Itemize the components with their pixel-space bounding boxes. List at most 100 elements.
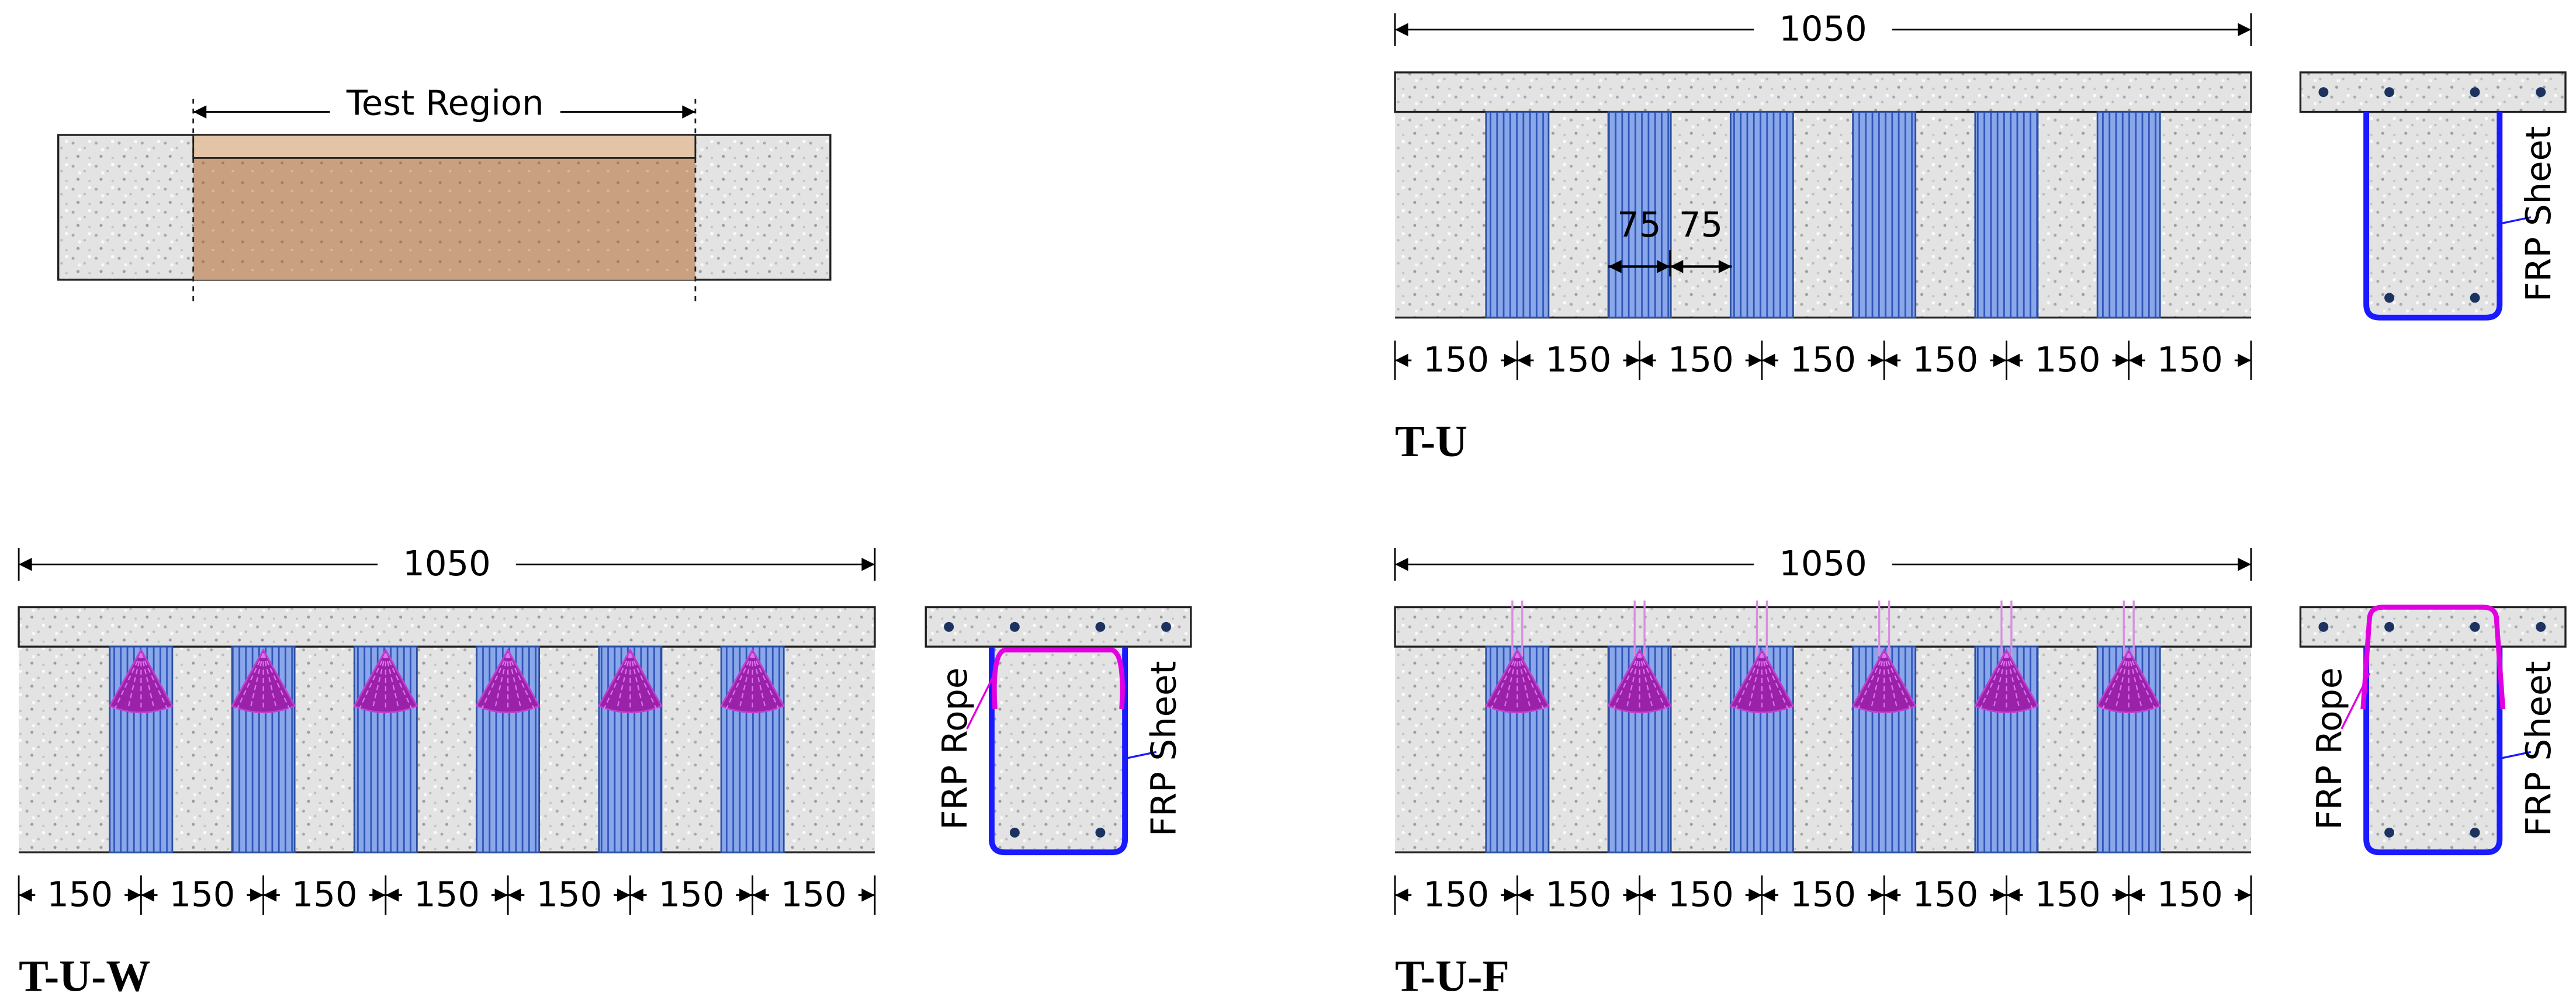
label-bg <box>2145 342 2235 379</box>
frp-strip <box>2096 111 2161 319</box>
section-flange <box>925 606 1192 648</box>
anchor-fan-fiber <box>1503 653 1518 710</box>
spacing-label: 150 <box>536 874 602 914</box>
label-bg <box>1533 877 1623 914</box>
section-label: FRP Sheet <box>1144 661 1184 836</box>
anchor-fan-fiber <box>1992 653 2007 710</box>
anchor-fan-fiber <box>507 652 535 710</box>
section-label: FRP Sheet <box>2518 126 2558 302</box>
label-leader <box>2499 216 2532 225</box>
section-web <box>991 647 1126 849</box>
label-bg <box>1656 877 1746 914</box>
spacing-label: 150 <box>1912 339 1978 380</box>
anchor-fan-fiber <box>385 653 400 710</box>
anchor-fan-fiber <box>494 653 509 710</box>
anchor-fiber <box>2000 600 2013 657</box>
anchor-fan-fiber <box>752 653 767 710</box>
label-bg <box>1754 8 1892 51</box>
section-web <box>2366 647 2500 849</box>
label-bg <box>1656 342 1746 379</box>
label-bg <box>524 877 614 914</box>
rebar <box>1009 621 1020 632</box>
anchor-fan-fiber <box>1883 653 1898 710</box>
label-bg <box>35 877 125 914</box>
spacing-label: 150 <box>2157 874 2223 914</box>
rebar <box>2384 87 2395 98</box>
spacing-label: 150 <box>169 874 236 914</box>
frp-rope <box>2360 605 2506 710</box>
anchor-fan-fiber <box>1639 652 1667 710</box>
rebar <box>2536 87 2546 98</box>
label-leader <box>966 672 996 730</box>
anchor-fan-fiber <box>1516 652 1545 710</box>
beam-panel: 1050 150 150 150 150 150 150 150 T-U-F FRP Rope FR… <box>1394 543 2567 1001</box>
anchor-fan-fiber <box>1516 653 1531 710</box>
test-region-beam: Test Region <box>57 82 832 305</box>
anchor-fan-fiber <box>1734 652 1763 710</box>
panel-title: T-U-W <box>19 952 150 1001</box>
section-web <box>2366 112 2500 315</box>
test-region-fill <box>193 134 695 280</box>
anchor-fan-fiber <box>1625 653 1640 710</box>
anchor-fan-fiber <box>2115 653 2130 710</box>
rebar <box>2384 621 2395 632</box>
flange <box>18 606 876 648</box>
length-label: 1050 <box>403 543 491 584</box>
anchor-fan-fiber <box>2128 652 2156 710</box>
label-bg <box>402 877 491 914</box>
rebar <box>1161 621 1171 632</box>
section-label: FRP Sheet <box>2518 661 2558 836</box>
anchor-fan-fiber <box>739 653 753 710</box>
anchor-fan-fiber <box>1870 653 1885 710</box>
anchor-fan-fiber <box>752 652 780 710</box>
anchor-fan-fiber <box>1883 652 1912 710</box>
anchor-fan-fiber <box>249 653 264 710</box>
rebar <box>1095 621 1106 632</box>
beam-panel: 1050 150 150 150 150 150 150 150 75 75 T-U FRP Shee… <box>1394 8 2567 466</box>
anchor-fan-fiber <box>127 653 142 710</box>
label-bg <box>646 877 736 914</box>
anchor-fan-fiber <box>1490 652 1518 710</box>
spacing-label: 150 <box>1546 339 1612 380</box>
spacing-label: 150 <box>47 874 113 914</box>
rebar <box>2318 621 2329 632</box>
frp-strip <box>1852 111 1917 319</box>
anchor-fiber <box>2123 600 2135 657</box>
label-bg <box>2023 342 2113 379</box>
anchor-fan-fiber <box>616 653 631 710</box>
frp-sheet-wrap <box>2363 647 2503 856</box>
label-bg <box>330 89 560 132</box>
label-bg <box>157 877 247 914</box>
anchor-fan-fiber <box>481 652 509 710</box>
section-flange <box>2299 606 2567 648</box>
label-bg <box>279 877 369 914</box>
anchor-fan-fiber <box>385 652 413 710</box>
label-leader <box>2340 672 2371 730</box>
anchor-fan-fiber <box>1639 653 1654 710</box>
anchor-fan-fiber <box>1748 653 1763 710</box>
label-leader <box>1124 751 1157 760</box>
label-bg <box>378 543 516 586</box>
spacing-label: 150 <box>414 874 480 914</box>
spacing-label: 150 <box>659 874 725 914</box>
anchor-fan-fiber <box>358 652 386 710</box>
anchor-fan-fiber <box>140 653 155 710</box>
spacing-label: 150 <box>2035 874 2101 914</box>
anchor-fan-fiber <box>1979 652 2007 710</box>
anchor-fan-fiber <box>603 652 631 710</box>
label-bg <box>1411 877 1501 914</box>
panel-title: T-U-F <box>1395 952 1509 1001</box>
spacing-label: 150 <box>781 874 847 914</box>
label-bg <box>1778 342 1868 379</box>
anchor-fan-fiber <box>1857 652 1885 710</box>
label-bg <box>1533 342 1623 379</box>
test-region-label: Test Region <box>346 82 544 123</box>
anchor-fiber <box>1756 600 1768 657</box>
spacing-label: 150 <box>1668 339 1734 380</box>
rebar <box>2470 87 2480 98</box>
rebar <box>2384 827 2395 838</box>
label-bg <box>768 877 858 914</box>
flange <box>1394 606 2252 648</box>
spacing-label: 150 <box>2035 339 2101 380</box>
